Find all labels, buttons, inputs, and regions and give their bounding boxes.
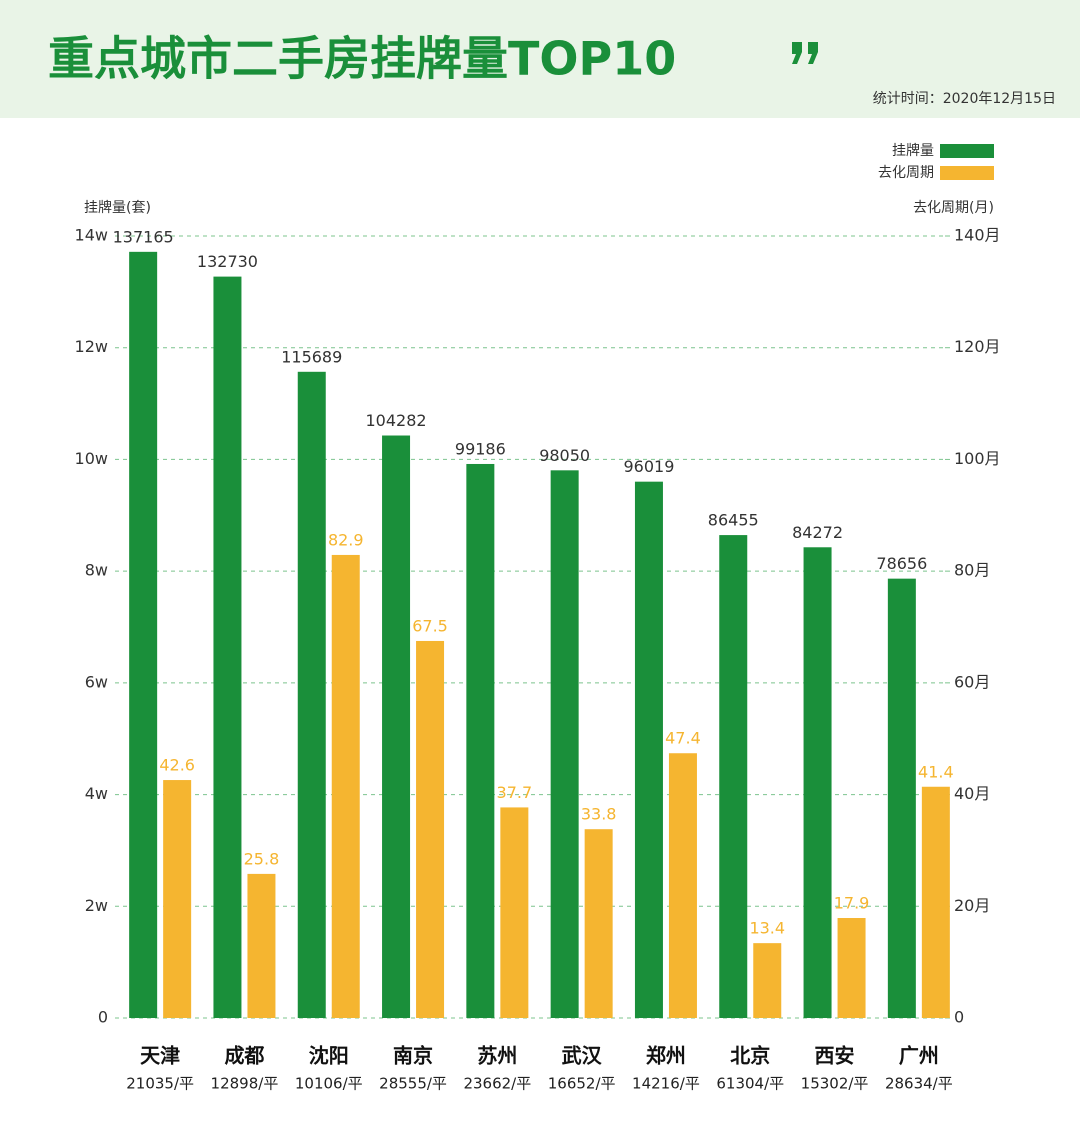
bar bbox=[382, 435, 411, 1019]
x-tick-label: 南京 bbox=[393, 1044, 433, 1068]
header-band bbox=[0, 0, 1080, 118]
y-axis-title: 挂牌量(套) bbox=[84, 199, 151, 216]
bar bbox=[550, 470, 579, 1019]
x-tick-label: 郑州 bbox=[646, 1044, 686, 1068]
value-label: 13.4 bbox=[749, 919, 785, 938]
legend-label: 挂牌量 bbox=[892, 142, 934, 159]
legend-swatch bbox=[940, 166, 994, 180]
value-label: 99186 bbox=[455, 439, 506, 458]
value-label: 115689 bbox=[281, 347, 342, 366]
bar bbox=[129, 251, 158, 1018]
quote-decoration bbox=[792, 42, 818, 64]
y2-tick-label: 100月 bbox=[954, 449, 1001, 468]
bar bbox=[213, 276, 242, 1018]
x-tick-label: 天津 bbox=[140, 1044, 180, 1068]
bar bbox=[803, 547, 832, 1018]
x-tick-note: 14216/平 bbox=[632, 1075, 700, 1093]
legend-label: 去化周期 bbox=[878, 165, 934, 181]
x-tick-label: 广州 bbox=[899, 1044, 939, 1068]
value-label: 37.7 bbox=[497, 783, 533, 802]
bar bbox=[921, 786, 950, 1018]
value-label: 47.4 bbox=[665, 729, 701, 748]
x-tick-note: 28634/平 bbox=[885, 1075, 953, 1093]
y2-axis-title: 去化周期(月) bbox=[913, 200, 994, 216]
value-label: 104282 bbox=[366, 411, 427, 430]
value-label: 82.9 bbox=[328, 530, 364, 549]
bar bbox=[668, 753, 697, 1018]
value-label: 25.8 bbox=[244, 849, 280, 868]
y-tick-label: 10w bbox=[75, 449, 108, 468]
y2-tick-label: 120月 bbox=[954, 337, 1001, 356]
y-tick-label: 0 bbox=[98, 1008, 108, 1027]
x-tick-label: 北京 bbox=[730, 1044, 770, 1068]
y-tick-label: 2w bbox=[85, 896, 108, 915]
bar bbox=[837, 918, 866, 1018]
value-label: 67.5 bbox=[412, 616, 448, 635]
value-label: 86455 bbox=[708, 511, 759, 530]
value-label: 33.8 bbox=[581, 805, 617, 824]
value-label: 84272 bbox=[792, 523, 843, 542]
bar bbox=[719, 535, 748, 1018]
bar bbox=[887, 578, 916, 1018]
bar bbox=[331, 554, 360, 1018]
bar bbox=[466, 463, 495, 1018]
x-tick-note: 10106/平 bbox=[295, 1075, 363, 1093]
y-tick-label: 4w bbox=[85, 784, 108, 803]
value-label: 42.6 bbox=[159, 756, 195, 775]
bar bbox=[634, 481, 663, 1019]
y-tick-label: 6w bbox=[85, 672, 108, 691]
x-tick-note: 61304/平 bbox=[716, 1075, 784, 1093]
x-tick-note: 23662/平 bbox=[463, 1075, 531, 1093]
value-label: 137165 bbox=[113, 227, 174, 246]
y2-tick-label: 80月 bbox=[954, 561, 990, 580]
x-tick-label: 沈阳 bbox=[309, 1044, 349, 1068]
value-label: 132730 bbox=[197, 252, 258, 271]
x-tick-note: 28555/平 bbox=[379, 1075, 447, 1093]
value-label: 41.4 bbox=[918, 762, 954, 781]
x-tick-note: 15302/平 bbox=[801, 1075, 869, 1093]
x-tick-label: 苏州 bbox=[477, 1044, 517, 1068]
legend-swatch bbox=[940, 144, 994, 158]
bar bbox=[500, 807, 529, 1018]
x-tick-note: 12898/平 bbox=[211, 1075, 279, 1093]
y-tick-label: 14w bbox=[75, 226, 108, 245]
y-tick-label: 12w bbox=[75, 337, 108, 356]
y2-tick-label: 140月 bbox=[954, 226, 1001, 245]
x-tick-label: 西安 bbox=[815, 1044, 855, 1068]
bar bbox=[297, 371, 326, 1018]
bar bbox=[163, 780, 192, 1018]
y2-tick-label: 20月 bbox=[954, 896, 990, 915]
bar bbox=[247, 873, 276, 1018]
chart-title: 重点城市二手房挂牌量TOP10 bbox=[48, 32, 676, 86]
bar bbox=[753, 943, 782, 1018]
value-label: 17.9 bbox=[834, 894, 870, 913]
bar bbox=[416, 640, 445, 1018]
y-tick-label: 8w bbox=[85, 561, 108, 580]
x-tick-note: 21035/平 bbox=[126, 1075, 194, 1093]
subtitle: 统计时间：2020年12月15日 bbox=[873, 91, 1056, 107]
x-tick-label: 武汉 bbox=[562, 1044, 603, 1068]
bar bbox=[584, 829, 613, 1018]
value-label: 78656 bbox=[876, 554, 927, 573]
x-tick-label: 成都 bbox=[224, 1044, 264, 1068]
y2-tick-label: 40月 bbox=[954, 784, 990, 803]
value-label: 98050 bbox=[539, 446, 590, 465]
y2-tick-label: 0 bbox=[954, 1008, 964, 1027]
x-tick-note: 16652/平 bbox=[548, 1075, 616, 1093]
y2-tick-label: 60月 bbox=[954, 672, 990, 691]
value-label: 96019 bbox=[623, 457, 674, 476]
